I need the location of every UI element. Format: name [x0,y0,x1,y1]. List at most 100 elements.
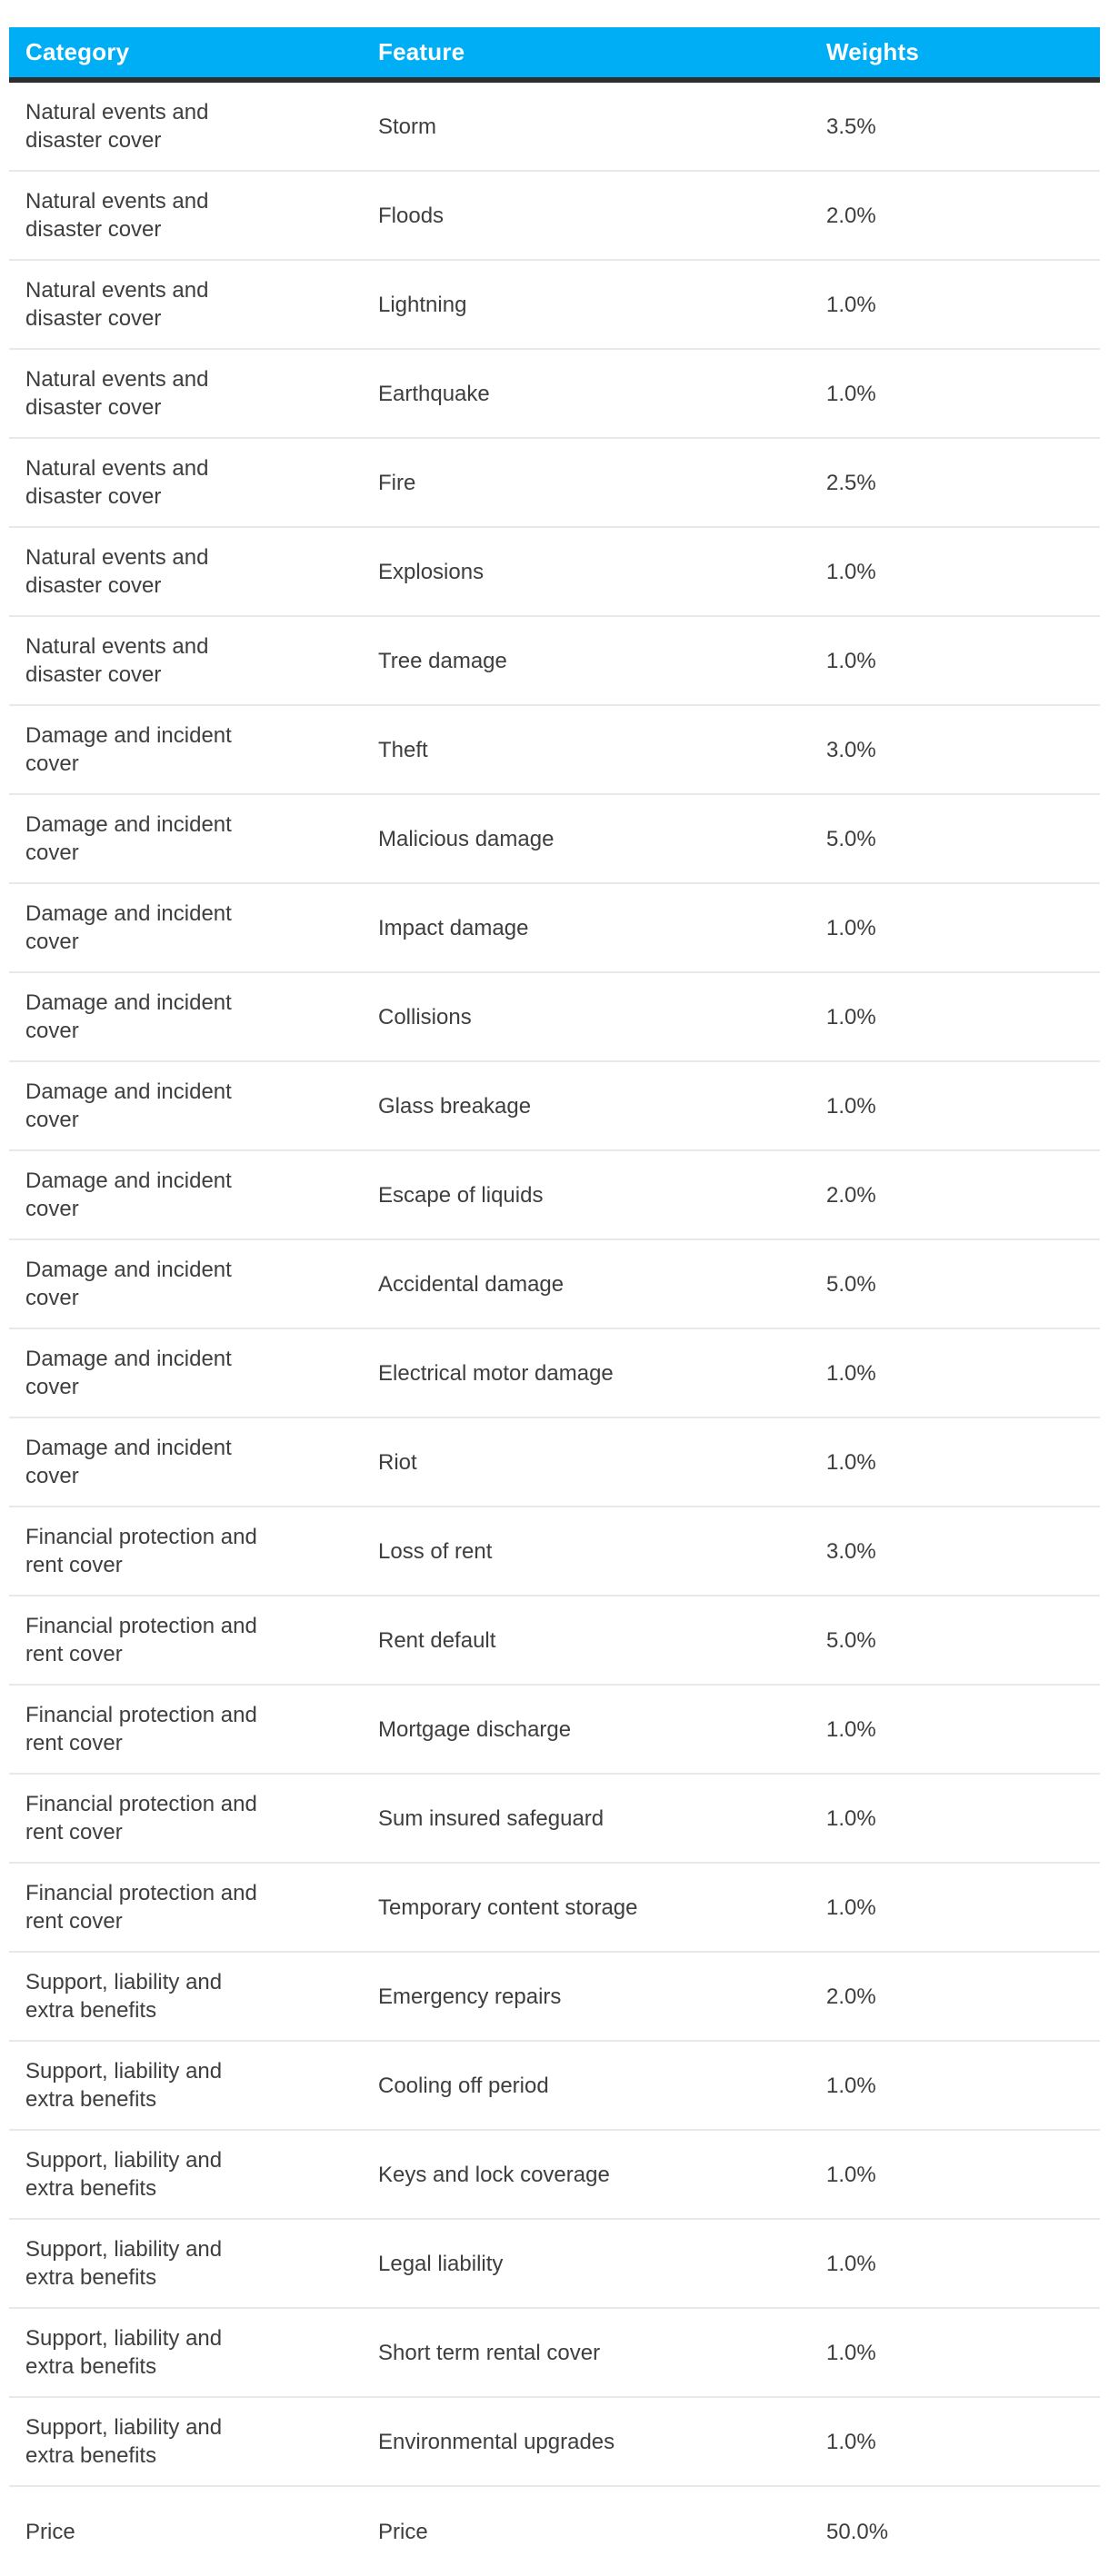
weight-cell: 1.0% [826,381,876,406]
feature-cell: Floods [378,203,445,228]
feature-cell: Keys and lock coverage [378,2162,610,2187]
table-row: Support, liability and extra benefits Em… [9,1953,1100,2042]
category-cell: Support, liability and extra benefits [25,2148,223,2201]
category-cell: Damage and incident cover [25,901,232,954]
category-cell: Natural events and disaster cover [25,634,209,687]
column-header-weights: Weights [826,38,920,65]
category-cell: Financial protection and rent cover [25,1703,257,1755]
feature-cell: Fire [378,470,416,495]
weight-cell: 1.0% [826,2073,876,2098]
weight-cell: 1.0% [826,915,876,940]
table-row: Financial protection and rent cover Mort… [9,1686,1100,1775]
table-row: Natural events and disaster cover Explos… [9,528,1100,617]
category-cell: Financial protection and rent cover [25,1614,257,1666]
table-row: Damage and incident cover Electrical mot… [9,1329,1100,1418]
category-cell: Damage and incident cover [25,723,232,776]
weight-cell: 1.0% [826,1360,876,1386]
feature-cell: Price [378,2519,428,2544]
category-cell: Natural events and disaster cover [25,189,209,242]
weight-cell: 3.0% [826,1538,876,1564]
feature-cell: Short term rental cover [378,2340,601,2365]
weight-cell: 3.5% [826,114,876,139]
weight-cell: 3.0% [826,737,876,762]
weight-cell: 2.0% [826,1984,876,2009]
table-row: Damage and incident cover Collisions 1.0… [9,973,1100,1062]
column-header-category: Category [25,38,130,65]
table-row: Natural events and disaster cover Earthq… [9,350,1100,439]
category-cell: Price [25,2519,75,2544]
feature-cell: Theft [378,737,428,762]
feature-cell: Environmental upgrades [378,2429,615,2454]
category-cell: Damage and incident cover [25,1347,232,1399]
category-cell: Support, liability and extra benefits [25,1970,223,2023]
feature-cell: Collisions [378,1004,472,1029]
weight-cell: 1.0% [826,1805,876,1831]
feature-cell: Temporary content storage [378,1895,638,1920]
weight-cell: 1.0% [826,1004,876,1029]
table-row: Damage and incident cover Glass breakage… [9,1062,1100,1151]
weight-cell: 1.0% [826,559,876,584]
category-cell: Natural events and disaster cover [25,278,209,331]
feature-cell: Tree damage [378,648,507,673]
feature-cell: Legal liability [378,2251,504,2276]
category-cell: Damage and incident cover [25,812,232,865]
feature-cell: Impact damage [378,915,529,940]
table-row: Support, liability and extra benefits En… [9,2398,1100,2487]
table-row: Support, liability and extra benefits Ke… [9,2131,1100,2220]
feature-cell: Rent default [378,1627,496,1653]
table-row: Natural events and disaster cover Fire 2… [9,439,1100,528]
weight-cell: 1.0% [826,2340,876,2365]
feature-cell: Explosions [378,559,485,584]
weight-cell: 2.0% [826,1182,876,1208]
table-row: Financial protection and rent cover Temp… [9,1864,1100,1953]
feature-cell: Accidental damage [378,1271,564,1297]
table-row: Damage and incident cover Accidental dam… [9,1240,1100,1329]
weight-cell: 1.0% [826,1716,876,1742]
table-row: Natural events and disaster cover Storm … [9,83,1100,172]
table-row: Financial protection and rent cover Loss… [9,1507,1100,1596]
weight-cell: 5.0% [826,1627,876,1653]
feature-cell: Storm [378,114,437,139]
feature-cell: Cooling off period [378,2073,549,2098]
table-row: Support, liability and extra benefits Co… [9,2042,1100,2131]
feature-cell: Riot [378,1449,417,1475]
feature-cell: Glass breakage [378,1093,532,1119]
table-row: Natural events and disaster cover Floods… [9,172,1100,261]
category-cell: Natural events and disaster cover [25,545,209,598]
feature-cell: Loss of rent [378,1538,493,1564]
table-row: Damage and incident cover Theft 3.0% [9,706,1100,795]
category-cell: Damage and incident cover [25,990,232,1043]
category-cell: Financial protection and rent cover [25,1792,257,1845]
category-cell: Financial protection and rent cover [25,1881,257,1934]
category-cell: Support, liability and extra benefits [25,2237,223,2290]
table-row: Natural events and disaster cover Lightn… [9,261,1100,350]
weight-cell: 2.0% [826,203,876,228]
feature-cell: Emergency repairs [378,1984,562,2009]
feature-cell: Lightning [378,292,467,317]
weight-cell: 1.0% [826,2251,876,2276]
feature-cell: Mortgage discharge [378,1716,572,1742]
table-row: Damage and incident cover Riot 1.0% [9,1418,1100,1507]
category-cell: Financial protection and rent cover [25,1525,257,1577]
table-row: Support, liability and extra benefits Sh… [9,2309,1100,2398]
feature-cell: Earthquake [378,381,490,406]
feature-cell: Malicious damage [378,826,554,851]
weight-cell: 1.0% [826,648,876,673]
table-row: Natural events and disaster cover Tree d… [9,617,1100,706]
feature-cell: Sum insured safeguard [378,1805,604,1831]
category-cell: Damage and incident cover [25,1258,232,1310]
category-cell: Damage and incident cover [25,1169,232,1221]
feature-cell: Electrical motor damage [378,1360,614,1386]
category-cell: Natural events and disaster cover [25,367,209,420]
feature-cell: Escape of liquids [378,1182,544,1208]
category-cell: Damage and incident cover [25,1079,232,1132]
table-body: Natural events and disaster cover Storm … [9,83,1100,2576]
weight-cell: 1.0% [826,1093,876,1119]
weight-cell: 1.0% [826,2429,876,2454]
category-cell: Natural events and disaster cover [25,100,209,153]
weights-table: Category Feature Weights Natural events … [9,27,1100,2576]
table-row: Financial protection and rent cover Sum … [9,1775,1100,1864]
weight-cell: 2.5% [826,470,876,495]
table-row: Damage and incident cover Impact damage … [9,884,1100,973]
table-row: Financial protection and rent cover Rent… [9,1596,1100,1686]
